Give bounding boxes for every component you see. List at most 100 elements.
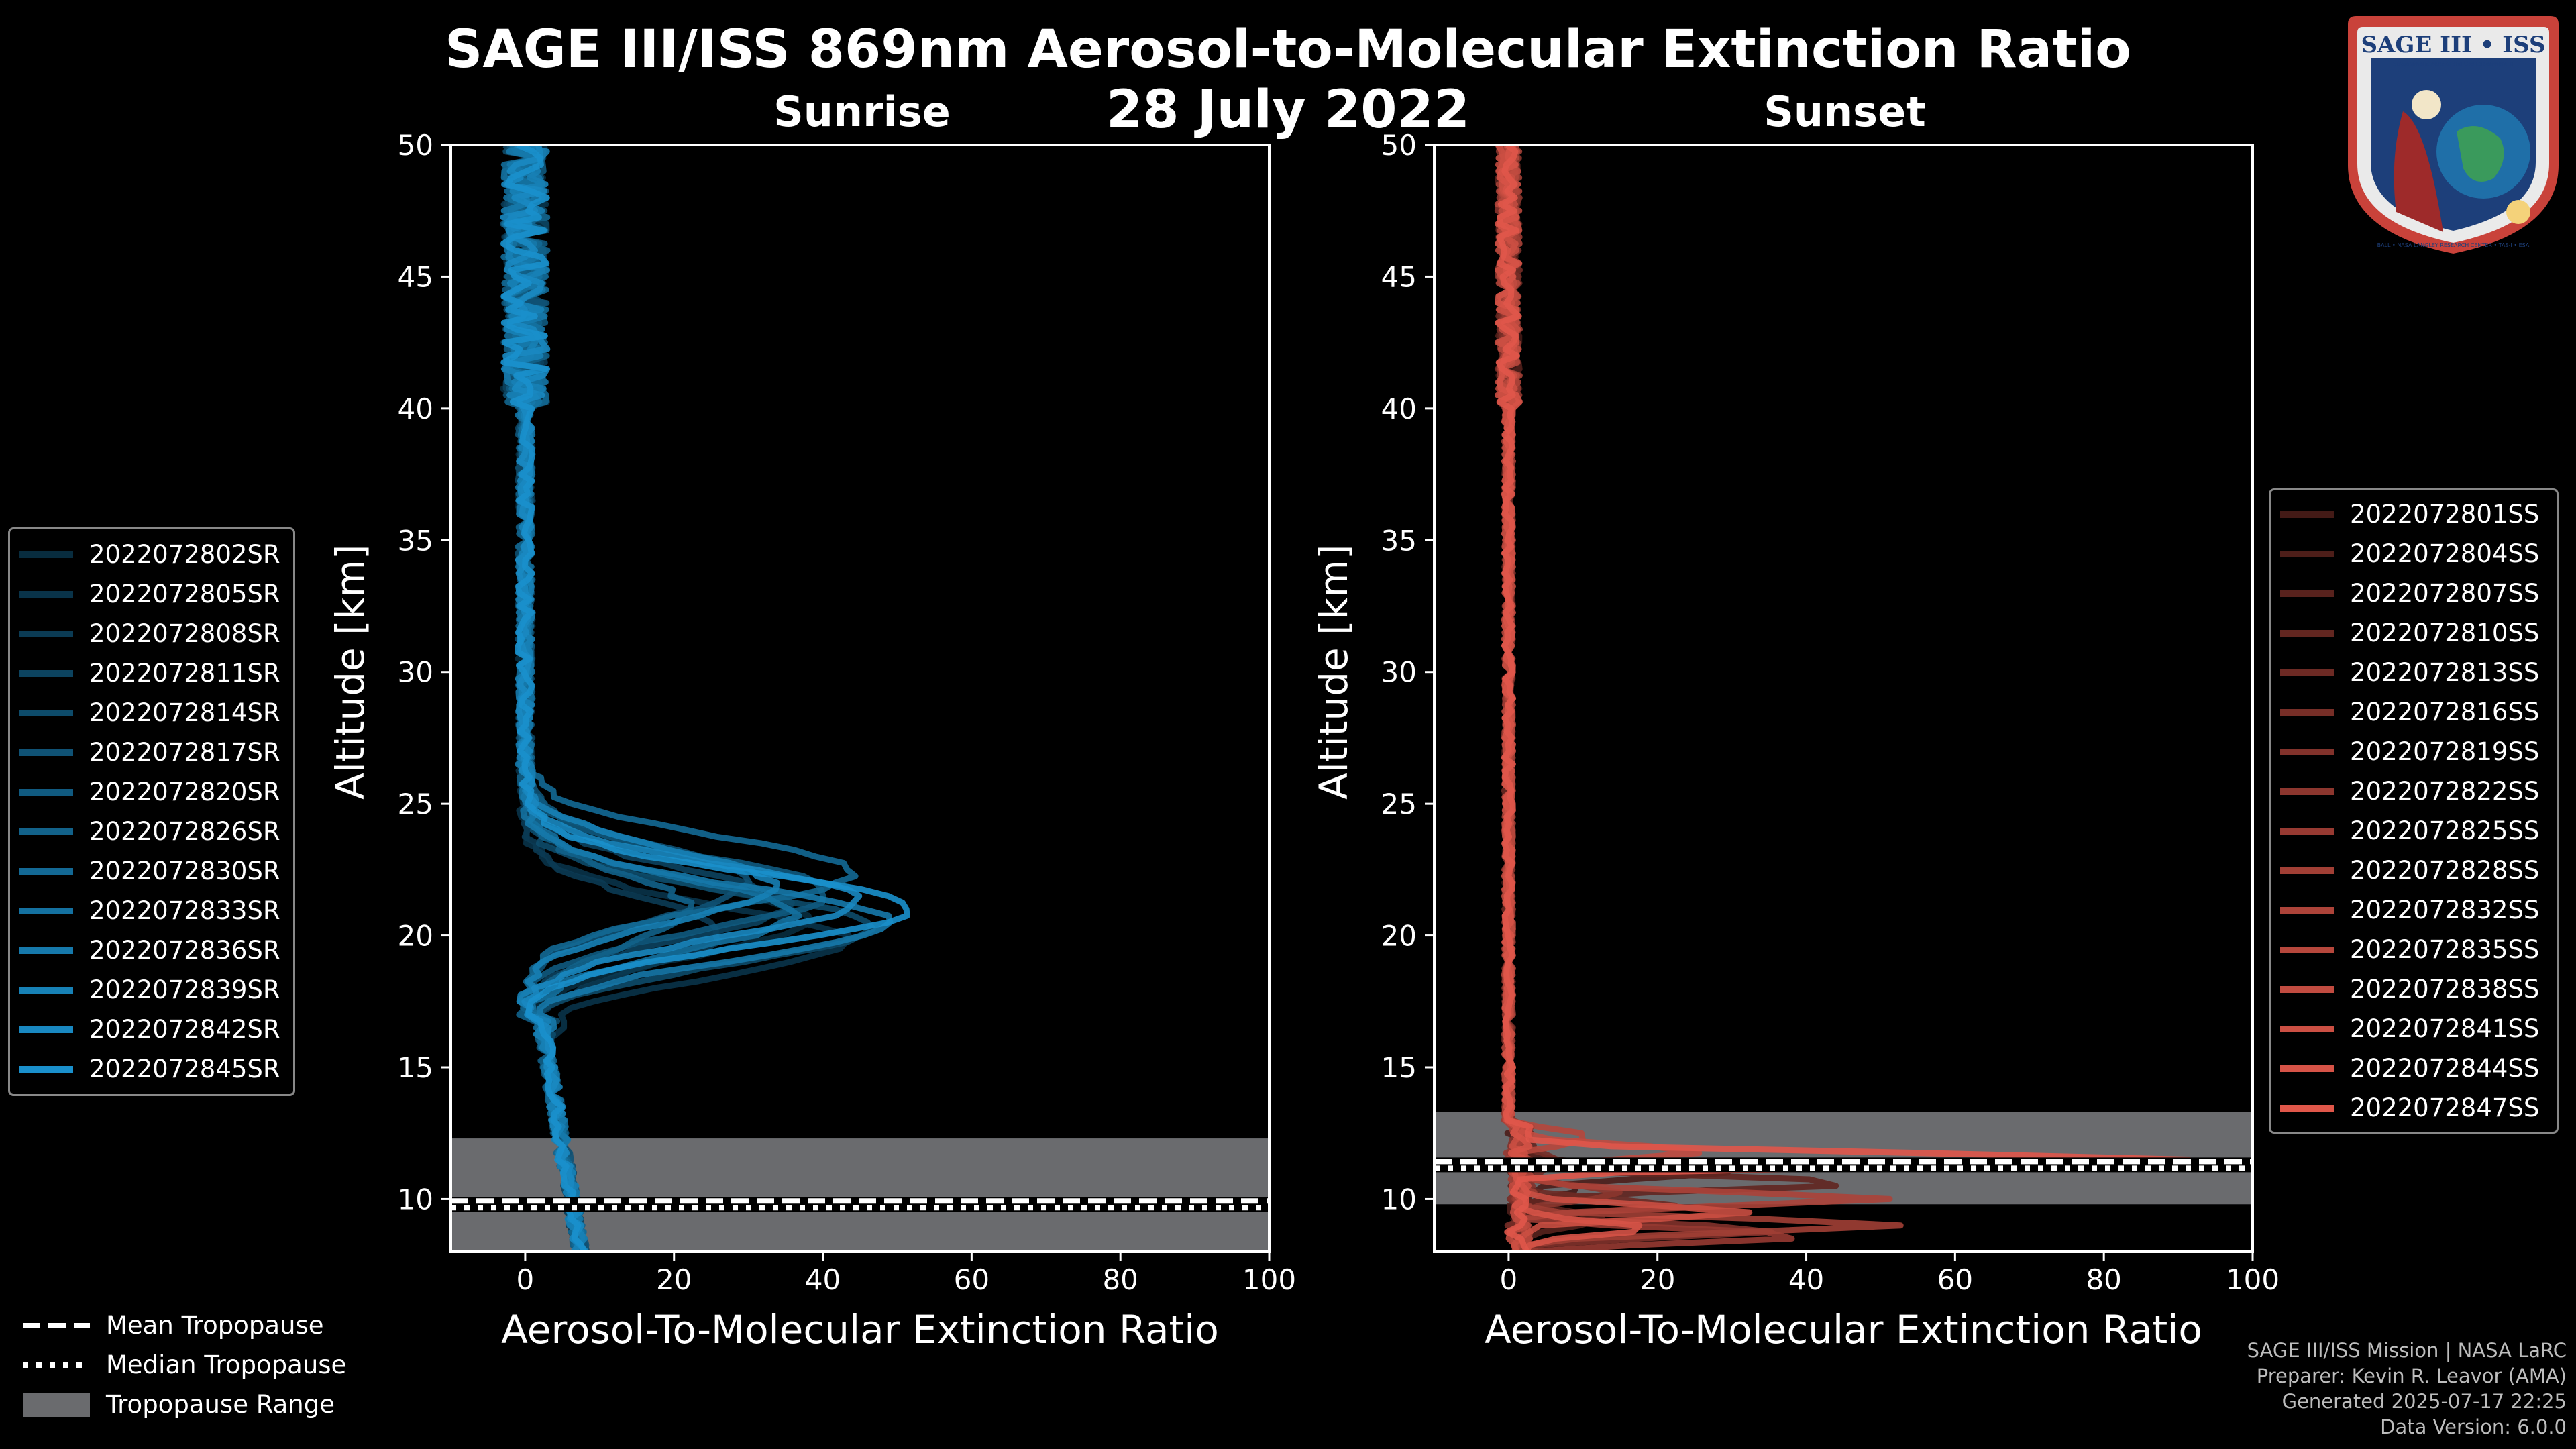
legend-swatch	[2280, 1104, 2334, 1112]
legend-label: 2022072847SS	[2350, 1093, 2540, 1122]
legend-entry: 2022072807SS	[2271, 574, 2557, 613]
legend-label: 2022072804SS	[2350, 539, 2540, 568]
legend-label: 2022072836SR	[89, 936, 280, 965]
legend-label: 2022072832SS	[2350, 896, 2540, 924]
legend-entry: 2022072826SR	[10, 812, 293, 851]
x-tick-label: 100	[1242, 1263, 1296, 1296]
y-tick-label: 45	[398, 260, 433, 293]
series-line-2022072844SS	[1495, 145, 1643, 1252]
credits-generated: Generated 2025-07-17 22:25	[2282, 1390, 2567, 1413]
legend-swatch	[19, 867, 73, 875]
y-tick-label: 10	[398, 1183, 433, 1216]
legend-label: 2022072817SR	[89, 738, 280, 767]
legend-swatch	[2280, 788, 2334, 795]
legend-swatch	[2280, 669, 2334, 676]
legend-swatch	[19, 709, 73, 716]
legend-entry: 2022072845SR	[10, 1049, 293, 1089]
legend-entry: 2022072828SS	[2271, 851, 2557, 890]
legend-entry: 2022072814SR	[10, 693, 293, 733]
series-line-2022072804SS	[1495, 145, 1731, 1252]
credits-mission: SAGE III/ISS Mission | NASA LaRC	[2247, 1339, 2567, 1362]
sunrise-panel-title: Sunrise	[773, 87, 951, 136]
series-line-2022072832SS	[1495, 145, 1893, 1252]
legend-label: 2022072841SS	[2350, 1014, 2540, 1043]
legend-label: 2022072802SR	[89, 540, 280, 569]
series-line-2022072813SS	[1495, 145, 1678, 1252]
legend-swatch	[2280, 985, 2334, 993]
legend-entry: 2022072838SS	[2271, 969, 2557, 1009]
x-tick-label: 20	[656, 1263, 692, 1296]
legend-entry: 2022072810SS	[2271, 613, 2557, 653]
series-line-2022072842SR	[500, 145, 863, 1252]
legend-swatch	[19, 907, 73, 914]
y-tick-label: 20	[1381, 920, 1417, 953]
legend-entry: 2022072816SS	[2271, 692, 2557, 732]
legend-entry: 2022072836SR	[10, 930, 293, 970]
y-tick-label: 40	[398, 392, 433, 425]
series-line-2022072819SS	[1494, 145, 1774, 1252]
series-group	[1494, 145, 2192, 1252]
legend-swatch	[2280, 827, 2334, 835]
sunset-panel: 0 20 40 60 80 100 10 15 20 25 30 35 40 45 50 Aerosol-To…	[1311, 129, 2279, 1352]
legend-swatch	[2280, 511, 2334, 518]
series-line-2022072845SR	[500, 145, 910, 1252]
legend-label: 2022072805SR	[89, 580, 280, 608]
plot-frame	[1433, 144, 2254, 1253]
legend-entry: 2022072817SR	[10, 733, 293, 772]
series-line-2022072833SR	[500, 145, 802, 1252]
legend-entry: 2022072842SR	[10, 1010, 293, 1049]
legend-entry: 2022072820SR	[10, 772, 293, 812]
y-tick-label: 50	[1381, 129, 1417, 162]
legend-label: 2022072833SR	[89, 896, 280, 925]
plot-frame	[449, 144, 1271, 1253]
legend-swatch	[2280, 590, 2334, 597]
series-line-2022072847SS	[1495, 145, 2192, 1252]
sunrise-legend: 2022072802SR 2022072805SR 2022072808SR 2022…	[8, 527, 295, 1096]
y-tick-label: 50	[398, 129, 433, 162]
sage-iii-iss-logo: SAGE III • ISS Stratospheric Aerosol and…	[2348, 16, 2559, 254]
tropopause-range-band	[451, 1138, 1269, 1252]
legend-tropopause-range: Tropopause Range	[13, 1385, 346, 1424]
y-tick-label: 15	[1381, 1051, 1417, 1084]
x-axis-label: Aerosol-To-Molecular Extinction Ratio	[501, 1307, 1219, 1352]
y-tick-label: 45	[1381, 260, 1417, 293]
x-tick-label: 60	[1937, 1263, 1973, 1296]
sunrise-panel: 0 20 40 60 80 100 10 15 20 25 30 35 40 45 50 Aerosol-To…	[327, 129, 1296, 1352]
legend-entry: 2022072825SS	[2271, 811, 2557, 851]
legend-entry: 2022072802SR	[10, 535, 293, 574]
legend-swatch	[2280, 867, 2334, 874]
y-tick-label: 30	[398, 656, 433, 689]
logo-tagline: Stratospheric Aerosol and Gas Experiment…	[2393, 61, 2513, 67]
series-group	[500, 145, 910, 1252]
legend-entry: 2022072847SS	[2271, 1088, 2557, 1128]
y-tick-label: 35	[398, 524, 433, 557]
x-tick-label: 80	[1102, 1263, 1138, 1296]
legend-label: 2022072826SR	[89, 817, 280, 846]
legend-swatch	[2280, 1065, 2334, 1072]
y-tick-label: 10	[1381, 1183, 1417, 1216]
legend-entry: 2022072801SS	[2271, 494, 2557, 534]
legend-swatch	[19, 947, 73, 954]
sunset-panel-title: Sunset	[1764, 87, 1926, 136]
series-line-2022072810SS	[1495, 145, 1839, 1252]
legend-mean-label: Mean Tropopause	[106, 1311, 324, 1340]
legend-mean-tropopause: Mean Tropopause	[13, 1305, 346, 1345]
legend-label: 2022072822SS	[2350, 777, 2540, 806]
legend-swatch	[19, 551, 73, 558]
legend-label: 2022072844SS	[2350, 1054, 2540, 1083]
legend-swatch	[2280, 629, 2334, 637]
legend-swatch	[19, 630, 73, 637]
legend-swatch	[19, 749, 73, 756]
legend-label: 2022072838SS	[2350, 975, 2540, 1004]
x-axis-label: Aerosol-To-Molecular Extinction Ratio	[1485, 1307, 2202, 1352]
legend-label: 2022072813SS	[2350, 658, 2540, 687]
legend-label: 2022072816SS	[2350, 698, 2540, 727]
legend-swatch	[19, 590, 73, 598]
legend-entry: 2022072822SS	[2271, 771, 2557, 811]
legend-swatch	[2280, 906, 2334, 914]
legend-range-label: Tropopause Range	[106, 1390, 335, 1419]
y-tick-label: 25	[398, 788, 433, 820]
chart-date: 28 July 2022	[1106, 80, 1470, 140]
credits-version: Data Version: 6.0.0	[2380, 1415, 2567, 1438]
